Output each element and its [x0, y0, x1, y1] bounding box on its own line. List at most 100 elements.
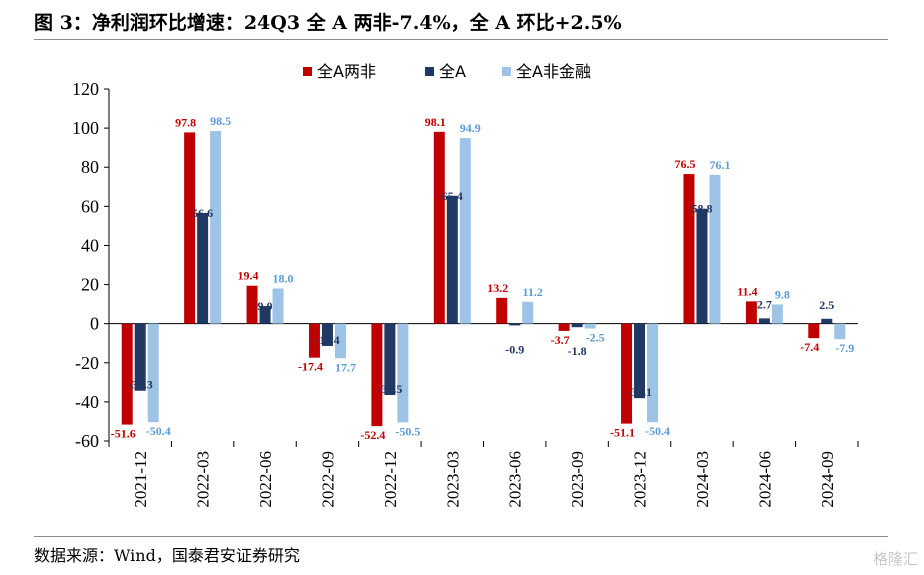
bar — [571, 323, 583, 328]
bar — [272, 288, 284, 324]
x-tick-label: 2023-12 — [631, 451, 650, 508]
data-label: -7.4 — [800, 340, 819, 354]
data-label: -38.1 — [627, 385, 652, 399]
y-tick-label: 40 — [81, 235, 99, 255]
x-tick-label: 2022-12 — [381, 451, 400, 508]
bar — [647, 323, 659, 423]
data-label: -50.4 — [146, 424, 171, 438]
bar — [496, 297, 508, 324]
data-label: 65.4 — [442, 189, 463, 203]
bar-series — [121, 131, 846, 427]
bar — [459, 138, 471, 324]
data-label: 9.8 — [775, 288, 790, 302]
data-label: 98.1 — [425, 115, 446, 129]
legend-swatch — [502, 67, 511, 76]
data-label: 17.7 — [335, 360, 356, 374]
bar — [558, 323, 570, 331]
bar — [397, 323, 409, 423]
bar-chart: 全A两非 全A 全A非金融 120 100 80 60 40 20 0 -20 -40 -60 2021… — [72, 62, 859, 508]
bar — [834, 323, 846, 340]
bar — [709, 174, 721, 324]
x-tick-label: 2022-09 — [318, 451, 337, 508]
watermark: 格隆汇 — [872, 550, 918, 568]
legend-swatch — [303, 67, 312, 76]
bar — [522, 301, 534, 324]
y-tick-label: -20 — [75, 353, 99, 373]
bar — [446, 195, 458, 324]
data-label: -36.5 — [377, 382, 402, 396]
data-label: -17.4 — [298, 360, 323, 374]
y-tick-label: 0 — [90, 314, 99, 334]
data-label: 2.5 — [819, 298, 834, 312]
data-labels: -51.6 97.8 19.4 -17.4 -52.4 98.1 13.2 -3.7 -51.1… — [111, 114, 855, 442]
bar — [683, 174, 695, 324]
data-label: 11.2 — [523, 285, 543, 299]
bar — [134, 323, 146, 391]
x-tick-label: 2023-06 — [506, 451, 525, 508]
x-tick-label: 2024-09 — [818, 451, 837, 508]
y-tick-label: 20 — [81, 275, 99, 295]
bar — [696, 208, 708, 324]
legend-label: 全A非金融 — [516, 62, 591, 81]
data-label: 13.2 — [487, 281, 508, 295]
bar — [771, 304, 783, 324]
bar — [210, 131, 222, 324]
bar — [745, 301, 757, 324]
data-label: -52.4 — [360, 428, 385, 442]
data-label: 98.5 — [210, 114, 231, 128]
y-tick-label: -40 — [75, 392, 99, 412]
data-label: -7.9 — [835, 341, 854, 355]
data-label: 76.5 — [674, 157, 695, 171]
data-label: 11.4 — [737, 284, 757, 298]
data-label: 19.4 — [238, 269, 259, 283]
bar — [584, 323, 596, 329]
bar — [808, 323, 820, 339]
bar — [334, 323, 346, 359]
y-tick-label: 60 — [81, 196, 99, 216]
source-note: 数据来源：Wind，国泰君安证券研究 — [34, 546, 300, 565]
chart-axes: 120 100 80 60 40 20 0 -20 -40 -60 2021-12 2022-03 20… — [72, 79, 859, 508]
data-label: -2.5 — [586, 331, 605, 345]
x-tick-label: 2023-09 — [568, 451, 587, 508]
data-label: 94.9 — [460, 121, 481, 135]
legend-label: 全A — [439, 62, 466, 81]
legend: 全A两非 全A 全A非金融 — [303, 62, 591, 81]
x-tick-label: 2024-03 — [693, 451, 712, 508]
data-label: 56.6 — [192, 206, 213, 220]
bar — [197, 212, 209, 324]
bar — [621, 323, 633, 424]
bar — [147, 323, 159, 423]
bar — [821, 318, 833, 324]
bar — [758, 318, 770, 324]
x-tick-label: 2022-06 — [256, 451, 275, 508]
legend-swatch — [425, 67, 434, 76]
title-divider — [34, 39, 888, 40]
data-label: 9.0 — [258, 299, 273, 313]
data-label: 2.7 — [757, 297, 772, 311]
x-tick-label: 2023-03 — [443, 451, 462, 508]
x-tick-label: 2022-03 — [194, 451, 213, 508]
data-label: -3.7 — [551, 333, 570, 347]
bar — [384, 323, 396, 396]
y-tick-label: 100 — [72, 118, 99, 138]
bar — [246, 285, 258, 324]
data-label: 76.1 — [709, 158, 730, 172]
data-label: -50.5 — [395, 424, 420, 438]
y-tick-label: 120 — [72, 79, 99, 99]
bar — [433, 131, 445, 324]
data-label: 97.8 — [175, 115, 196, 129]
y-tick-label: -60 — [75, 431, 99, 451]
x-tick-label: 2024-06 — [755, 451, 774, 508]
legend-label: 全A两非 — [317, 62, 376, 81]
bar — [321, 323, 333, 346]
data-label: -11.4 — [315, 333, 339, 347]
y-tick-label: 80 — [81, 157, 99, 177]
bar — [121, 323, 133, 425]
data-label: -51.1 — [610, 426, 635, 440]
data-label: -50.4 — [645, 424, 670, 438]
chart-title: 图 3：净利润环比增速：24Q3 全 A 两非-7.4%，全 A 环比+2.5% — [34, 12, 622, 34]
data-label: -34.3 — [128, 378, 153, 392]
x-tick-label: 2021-12 — [131, 451, 150, 508]
bar — [308, 323, 320, 358]
bar — [259, 306, 271, 324]
